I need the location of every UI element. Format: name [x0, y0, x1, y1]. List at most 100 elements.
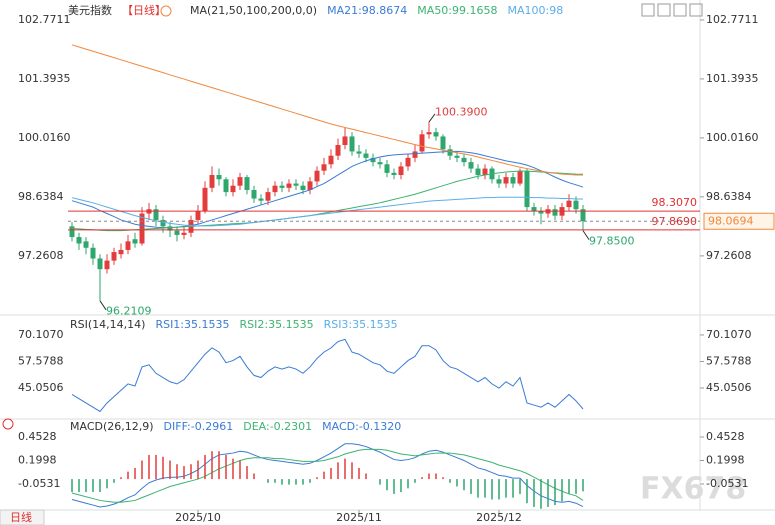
legend-label: RSI2:35.1535: [240, 318, 314, 331]
candle-body: [258, 198, 264, 201]
annotation-label: 96.2109: [106, 305, 152, 318]
current-price-box: [703, 212, 775, 230]
ma-line: [71, 150, 584, 229]
candle-body: [230, 185, 236, 193]
legend-label: 美元指数: [68, 3, 112, 17]
period-button[interactable]: 日线: [0, 509, 45, 525]
candle-body: [566, 200, 572, 208]
candle-body: [125, 241, 131, 250]
candle-body: [314, 170, 320, 182]
period-button-box[interactable]: [0, 509, 45, 525]
y-tick-label-left: 0.1998: [18, 454, 57, 467]
candle-body: [482, 168, 488, 175]
candle-body: [328, 155, 334, 165]
toolbar-icons: [641, 3, 703, 17]
ma-line: [71, 170, 584, 232]
macd-icon[interactable]: [2, 418, 14, 430]
x-tick-label: 2025/11: [336, 511, 382, 524]
candle-body: [517, 170, 523, 184]
y-tick-label-left: 0.4528: [18, 430, 57, 443]
candle-body: [202, 187, 208, 212]
x-tick-label: 2025/12: [476, 511, 522, 524]
y-tick-label-left: 57.5788: [18, 354, 64, 367]
y-tick-label-left: 102.7711: [18, 13, 71, 26]
candle-body: [370, 157, 376, 163]
candle-body: [104, 260, 110, 270]
candle-body: [503, 177, 509, 184]
candle-body: [132, 239, 138, 244]
add-indicator-icon[interactable]: [160, 5, 172, 17]
annotation-pointer: [582, 230, 590, 240]
y-tick-label-left: 45.0506: [18, 381, 64, 394]
candle-body: [69, 226, 75, 238]
candle-body: [160, 219, 166, 227]
candle-body: [475, 168, 481, 175]
candle-body: [90, 247, 96, 259]
current-price-label: 98.0694: [708, 214, 754, 227]
legend-label: MACD:-0.1320: [322, 420, 401, 433]
y-tick-label-right: 0.1998: [706, 454, 745, 467]
y-tick-label-right: 102.7711: [706, 13, 759, 26]
legend-label: 【日线】: [122, 3, 166, 17]
legend-label: MA21:98.8674: [327, 4, 407, 17]
y-tick-label-right: 57.5788: [706, 354, 752, 367]
candle-body: [237, 177, 243, 186]
legend-label: RSI3:35.1535: [324, 318, 398, 331]
y-tick-label-right: 70.1070: [706, 328, 752, 341]
candle-body: [209, 174, 215, 188]
annotation-pointer: [99, 300, 107, 311]
candle-body: [83, 241, 89, 248]
candle-body: [300, 185, 306, 190]
y-tick-label-right: -0.0531: [706, 477, 748, 490]
y-tick-label-left: 100.0160: [18, 131, 71, 144]
candle-body: [412, 151, 418, 158]
candle-body: [356, 151, 362, 154]
candle-body: [510, 177, 516, 184]
annotation-label: 97.8500: [589, 234, 635, 247]
legend-label: RSI(14,14,14): [70, 318, 145, 331]
candle-body: [76, 237, 82, 244]
y-tick-label-left: 97.2608: [18, 249, 64, 262]
macd-line: [71, 443, 584, 508]
y-tick-label-right: 45.0506: [706, 381, 752, 394]
legend-label: DEA:-0.2301: [243, 420, 312, 433]
candle-body: [139, 213, 145, 244]
y-tick-label-left: 98.6384: [18, 190, 64, 203]
candle-body: [111, 252, 117, 261]
candle-body: [531, 207, 537, 212]
candle-body: [118, 249, 124, 255]
level-label: 98.3070: [652, 196, 698, 209]
candle-body: [440, 136, 446, 150]
y-tick-label-right: 98.6384: [706, 190, 752, 203]
indicator-line: [71, 338, 584, 413]
candle-body: [433, 132, 439, 137]
candle-body: [307, 181, 313, 190]
candle-body: [153, 209, 159, 220]
candle-body: [342, 136, 348, 146]
candle-body: [349, 136, 355, 152]
candle-body: [286, 183, 292, 188]
candle-body: [181, 232, 187, 235]
icon-settings[interactable]: [673, 3, 687, 17]
candle-body: [398, 166, 404, 175]
x-tick-label: 2025/10: [175, 511, 221, 524]
candle-body: [384, 164, 390, 173]
candle-body: [552, 209, 558, 216]
candle-body: [321, 164, 327, 171]
candle-body: [377, 162, 383, 165]
candle-body: [97, 258, 103, 270]
icon-grid[interactable]: [657, 3, 671, 17]
icon-expand[interactable]: [641, 3, 655, 17]
candle-body: [524, 170, 530, 208]
y-tick-label-left: 70.1070: [18, 328, 64, 341]
y-tick-label-left: -0.0531: [18, 477, 60, 490]
candle-body: [468, 162, 474, 169]
candle-body: [496, 179, 502, 184]
icon-fullscreen[interactable]: [689, 3, 703, 17]
legend-label: RSI1:35.1535: [155, 318, 229, 331]
candle-body: [265, 192, 271, 201]
period-button-label[interactable]: 日线: [10, 510, 32, 524]
candle-body: [538, 211, 544, 214]
candle-body: [223, 179, 229, 193]
